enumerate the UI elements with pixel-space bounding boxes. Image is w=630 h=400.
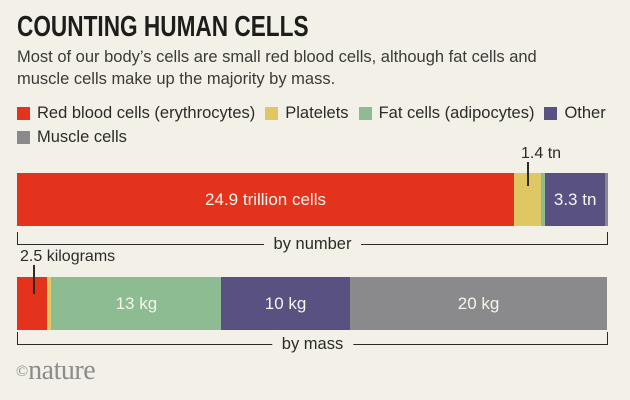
segment-value-label: 3.3 tn [553, 189, 597, 209]
bar-mass: 13 kg 10 kg 20 kg [17, 277, 608, 330]
segment-mass-other: 10 kg [221, 277, 350, 330]
subtitle: Most of our body’s cells are small red b… [17, 48, 537, 88]
legend-item-other: Other [544, 104, 606, 123]
legend-item-muscle-cells: Muscle cells [17, 128, 127, 147]
axis-label-by-number: by number [263, 234, 362, 254]
legend-swatch-other [544, 107, 558, 120]
axis-label-by-mass: by mass [271, 334, 354, 354]
segment-value-label: 13 kg [115, 293, 158, 313]
bar-number: 24.9 trillion cells 3.3 tn [17, 173, 608, 226]
legend-item-red-blood-cells-erythrocytes: Red blood cells (erythrocytes) [17, 104, 255, 123]
segment-value-label: 20 kg [457, 293, 500, 313]
segment-number-red-blood-cells-erythrocytes: 24.9 trillion cells [17, 173, 515, 226]
page-title: COUNTING HUMAN CELLS [17, 11, 309, 43]
bracket-by-number: by number [17, 232, 608, 254]
segment-number-muscle-cells [605, 173, 608, 226]
legend-swatch-red-blood-cells-erythrocytes [17, 107, 30, 120]
bracket-by-mass: by mass [17, 332, 608, 354]
legend-label: Platelets [285, 104, 349, 122]
nature-wordmark: nature [28, 355, 96, 386]
legend-swatch-platelets [265, 107, 279, 120]
legend-swatch-fat-cells-adipocytes [358, 107, 372, 120]
legend: Red blood cells (erythrocytes) Platelets F… [17, 104, 612, 147]
segment-number-other: 3.3 tn [545, 173, 605, 226]
legend-label: Other [564, 104, 606, 122]
red-mass-callout-label: 2.5 kilograms [20, 248, 116, 265]
platelets-callout-line [527, 162, 529, 186]
segment-value-label: 10 kg [264, 293, 307, 313]
nature-logo: ©nature [16, 355, 96, 387]
segment-value-label: 24.9 trillion cells [205, 189, 326, 209]
platelets-callout-label: 1.4 tn [521, 145, 562, 162]
segment-mass-red-blood-cells-erythrocytes [17, 277, 48, 330]
copyright-icon: © [16, 363, 29, 380]
legend-swatch-muscle-cells [17, 131, 30, 144]
segment-mass-platelets [47, 277, 52, 330]
segment-number-fat-cells-adipocytes [541, 173, 546, 226]
legend-label: Red blood cells (erythrocytes) [37, 104, 256, 122]
red-mass-callout-line [33, 265, 35, 294]
legend-label: Muscle cells [37, 128, 127, 146]
segment-mass-fat-cells-adipocytes: 13 kg [51, 277, 222, 330]
segment-mass-muscle-cells: 20 kg [349, 277, 608, 330]
legend-item-fat-cells-adipocytes: Fat cells (adipocytes) [358, 104, 535, 123]
legend-label: Fat cells (adipocytes) [378, 104, 535, 122]
legend-item-platelets: Platelets [265, 104, 349, 123]
